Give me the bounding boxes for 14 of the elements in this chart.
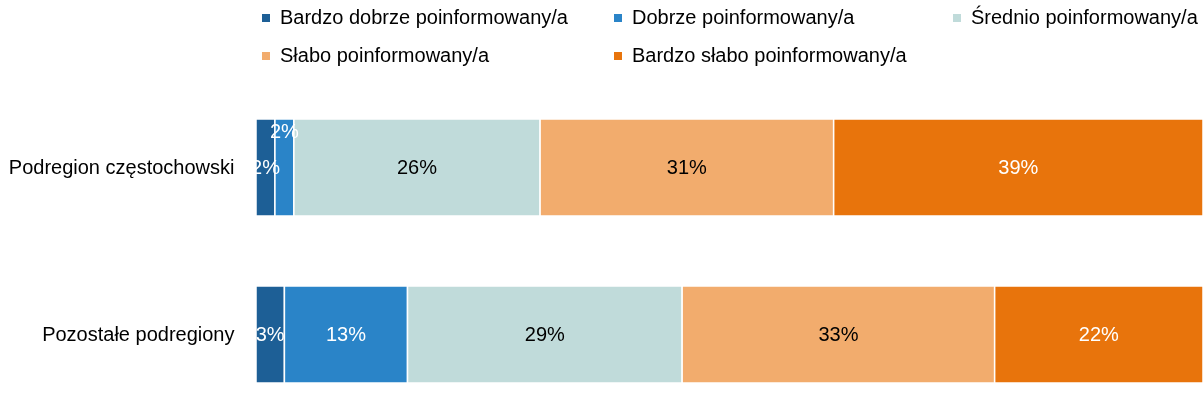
legend-label: Dobrze poinformowany/a [632,6,856,28]
data-label: 39% [998,155,1039,178]
data-label: 33% [818,322,859,345]
data-label: 31% [666,155,708,178]
legend-label: Bardzo słabo poinformowany/a [632,44,908,66]
data-label: 29% [524,322,566,345]
y-tick-label: Pozostałe podregiony [42,322,235,345]
data-label: 22% [1078,322,1120,345]
legend-label: Bardzo dobrze poinformowany/a [280,6,569,28]
data-label: 26% [396,155,438,178]
data-label: 13% [325,322,367,345]
y-tick-label: Podregion częstochowski [8,155,235,178]
legend-label: Średnio poinformowany/a [971,5,1199,28]
legend-label: Słabo poinformowany/a [280,44,490,66]
